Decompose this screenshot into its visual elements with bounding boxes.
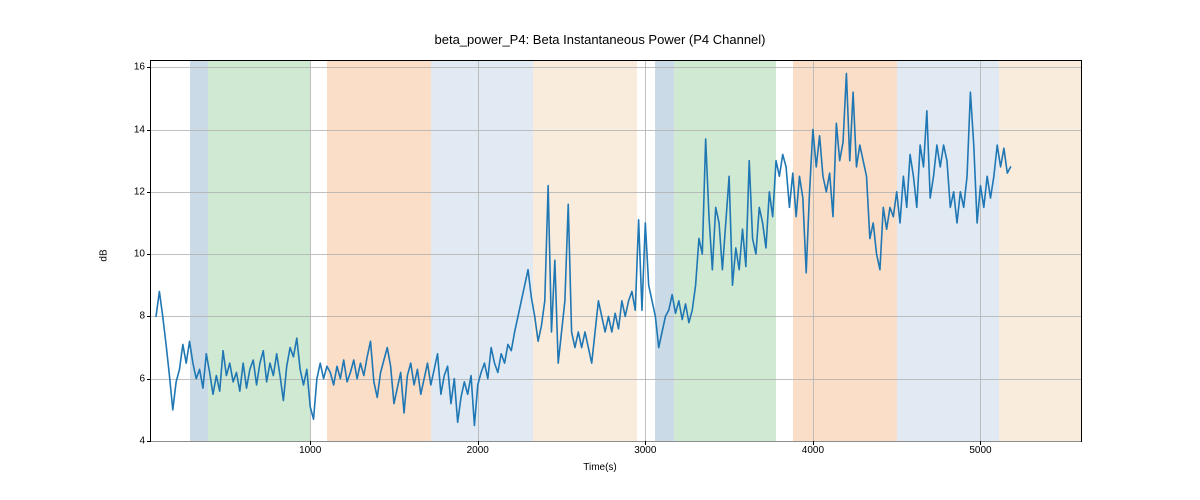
ytick-label: 8: [139, 311, 151, 322]
ytick-label: 14: [134, 124, 151, 135]
series-line: [156, 73, 1011, 425]
y-axis-label: dB: [99, 249, 110, 261]
grid-line-h: [151, 441, 1081, 442]
ytick-label: 16: [134, 62, 151, 73]
chart-title: beta_power_P4: Beta Instantaneous Power …: [0, 32, 1200, 47]
plot-area: 4681012141610002000300040005000: [150, 60, 1082, 442]
ytick-label: 10: [134, 249, 151, 260]
xtick-label: 2000: [467, 441, 489, 456]
ytick-label: 12: [134, 186, 151, 197]
ytick-label: 4: [139, 436, 151, 447]
xtick-label: 1000: [299, 441, 321, 456]
xtick-label: 5000: [969, 441, 991, 456]
line-layer: [151, 61, 1081, 441]
ytick-label: 6: [139, 373, 151, 384]
x-axis-label: Time(s): [0, 462, 1200, 473]
xtick-label: 3000: [634, 441, 656, 456]
figure: beta_power_P4: Beta Instantaneous Power …: [0, 0, 1200, 500]
xtick-label: 4000: [802, 441, 824, 456]
